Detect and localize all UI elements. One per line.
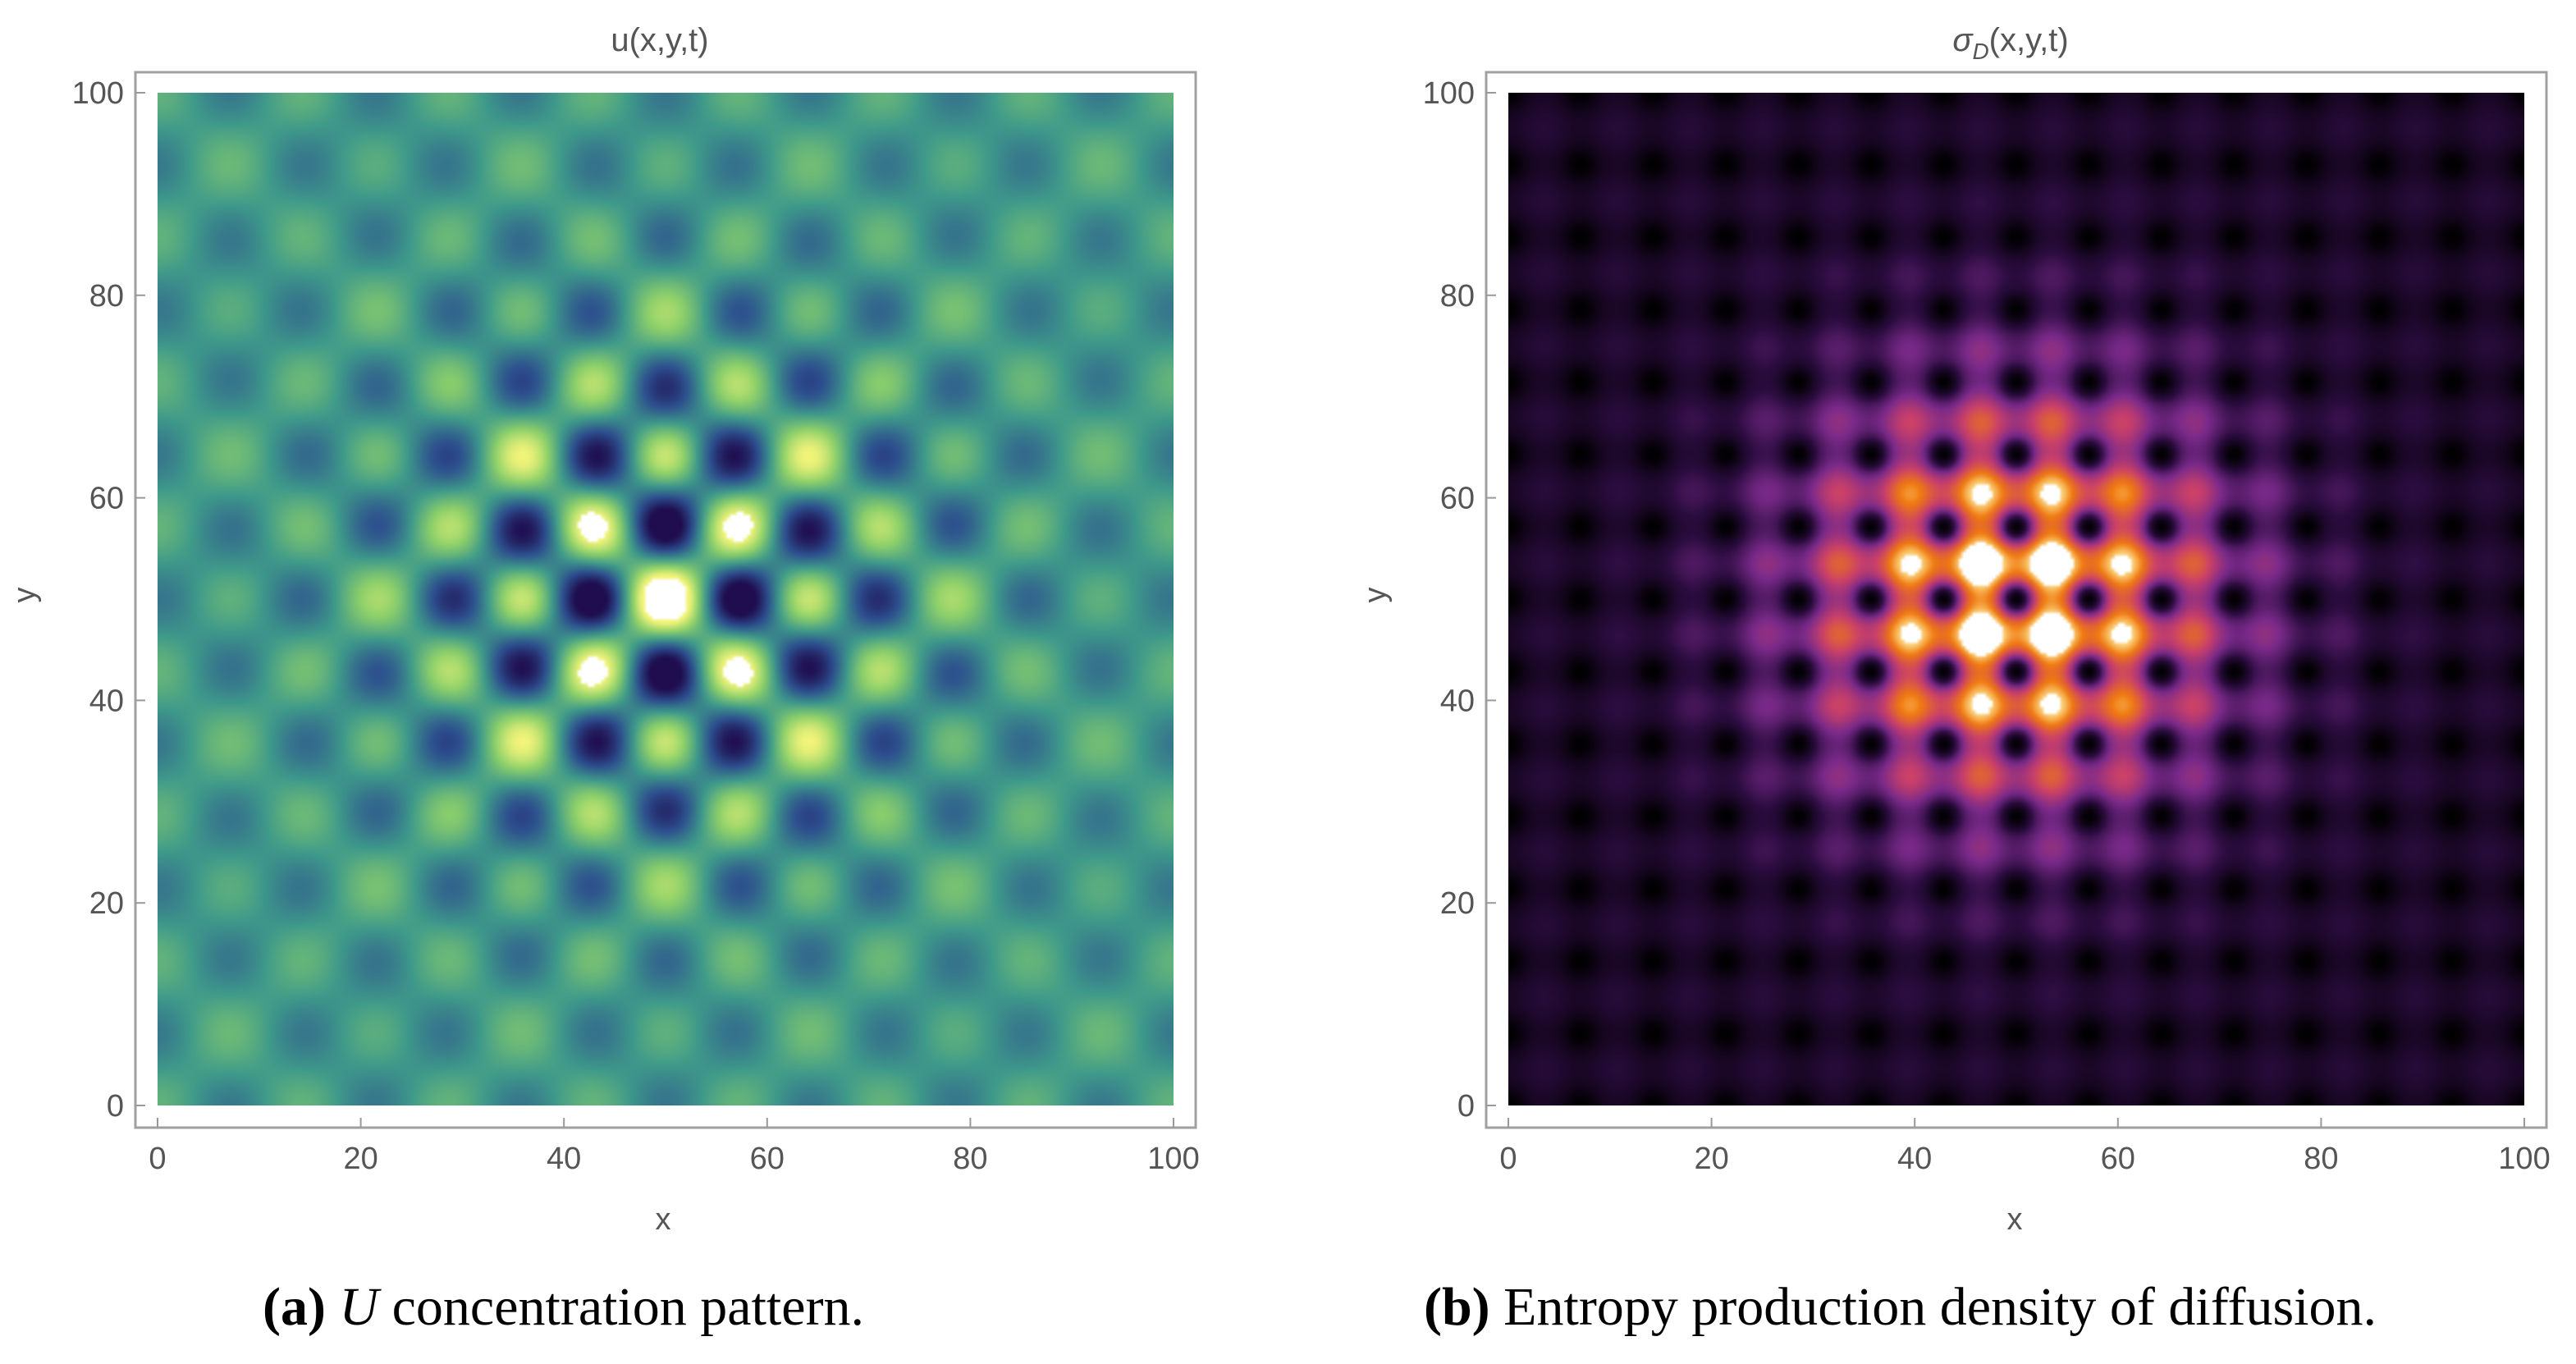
figure-canvas: u(x,y,t) 0 20 40 60 80 100 0 20 40 60 80 100 x y σD… <box>7 22 2551 1237</box>
panel-b-ticks: 0 20 40 60 80 100 0 20 40 60 80 100 <box>1423 76 2551 1176</box>
panel-b-ytick-label: 40 <box>1440 684 1475 718</box>
panel-b-xtick-label: 20 <box>1694 1142 1728 1176</box>
panel-a-ytick-label: 80 <box>89 279 124 314</box>
panel-b-title: σD(x,y,t) <box>1952 22 2068 64</box>
panel-a-xlabel: x <box>656 1202 671 1237</box>
panel-b-entropy-density: σD(x,y,t) 0 20 40 60 80 100 0 20 40 60 80 100 x y <box>1358 22 2551 1237</box>
panel-b-title-sigma: σ <box>1952 22 1974 58</box>
panel-b-ytick-label: 100 <box>1423 76 1475 111</box>
panel-a-u-concentration: u(x,y,t) 0 20 40 60 80 100 0 20 40 60 80 100 x y <box>7 22 1200 1237</box>
panel-a-ytick-label: 20 <box>89 886 124 921</box>
panel-a-ytick-label: 40 <box>89 684 124 718</box>
panel-b-ytick-label: 80 <box>1440 279 1475 314</box>
panel-b-xtick-label: 60 <box>2101 1142 2135 1176</box>
caption-b-label: (b) <box>1424 1277 1490 1337</box>
panel-b-ytick-label: 60 <box>1440 482 1475 516</box>
panel-b-frame <box>1485 71 2548 1129</box>
panel-b-xtick-label: 0 <box>1499 1142 1517 1176</box>
panel-a-xtick-label: 100 <box>1147 1142 1199 1176</box>
panel-b-title-sub: D <box>1972 39 1988 64</box>
caption-b-text: Entropy production density of diffusion. <box>1489 1277 2377 1337</box>
panel-a-ytick-label: 60 <box>89 482 124 516</box>
panel-b-ylabel: y <box>1358 588 1393 603</box>
panel-a-ytick-label: 0 <box>107 1089 124 1124</box>
panel-b-xlabel: x <box>2007 1202 2023 1237</box>
caption-a-text: concentration pattern. <box>378 1277 865 1337</box>
panel-a-ticks: 0 20 40 60 80 100 0 20 40 60 80 100 <box>72 76 1200 1176</box>
panel-b-ytick-label: 20 <box>1440 886 1475 921</box>
panel-b-xtick-label: 80 <box>2304 1142 2338 1176</box>
caption-a: (a) U concentration pattern. <box>263 1276 864 1350</box>
panel-a-heatmap <box>158 93 1174 1105</box>
panel-b-title-rest: (x,y,t) <box>1989 22 2069 58</box>
panel-a-ylabel: y <box>7 588 42 603</box>
panel-a-ytick-label: 100 <box>72 76 124 111</box>
panel-a-xtick-label: 40 <box>547 1142 581 1176</box>
panel-b-xtick-label: 100 <box>2498 1142 2550 1176</box>
panel-b-xtick-label: 40 <box>1897 1142 1932 1176</box>
panel-a-title: u(x,y,t) <box>611 22 708 58</box>
panel-b-ytick-label: 0 <box>1457 1089 1475 1124</box>
caption-b: (b) Entropy production density of diffus… <box>1424 1276 2377 1350</box>
caption-a-label: (a) <box>263 1277 326 1337</box>
panel-a-xtick-label: 60 <box>750 1142 785 1176</box>
caption-a-variable: U <box>339 1277 379 1337</box>
panel-a-xtick-label: 0 <box>149 1142 166 1176</box>
panel-a-xtick-label: 20 <box>343 1142 377 1176</box>
panel-a-xtick-label: 80 <box>953 1142 987 1176</box>
panel-a-frame <box>134 71 1197 1129</box>
panel-b-heatmap <box>1508 93 2524 1105</box>
